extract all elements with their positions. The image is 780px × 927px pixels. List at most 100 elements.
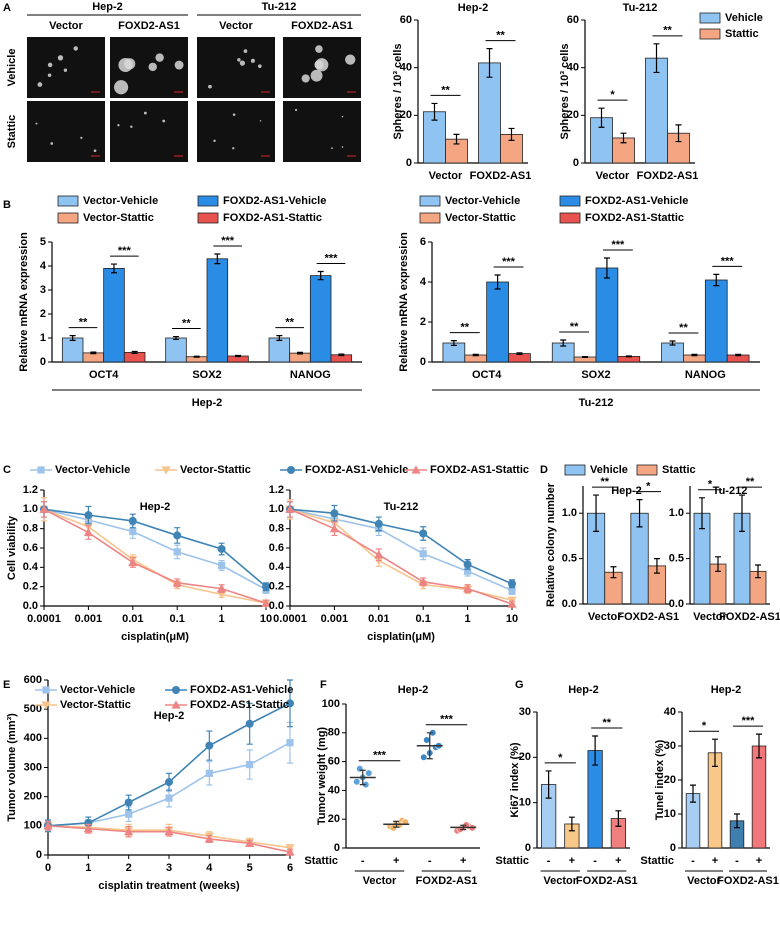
- error-bar: [582, 356, 589, 358]
- legend-label: FOXD2-AS1-Vehicle: [190, 684, 293, 696]
- x-axis-label: cisplatin(μM): [367, 631, 435, 643]
- significance-label: ***: [611, 239, 625, 251]
- y-axis-label: Cell viability: [6, 515, 18, 580]
- y-tick-label: 200: [24, 791, 42, 803]
- significance-label: **: [746, 476, 755, 488]
- y-tick-label: 3: [40, 284, 46, 296]
- chart-title: Tu-212: [713, 485, 748, 497]
- legend-label: Vector-Vehicle: [83, 195, 158, 207]
- y-tick-label: 500: [24, 703, 42, 715]
- sphere: [239, 60, 246, 66]
- y-tick-label: 0: [573, 157, 579, 169]
- data-point: [419, 550, 427, 558]
- error-bar: [193, 355, 200, 358]
- y-tick-label: 20: [664, 774, 676, 786]
- y-tick-label: 1.0: [669, 507, 684, 519]
- y-tick-label: 40: [567, 62, 579, 74]
- x-tick-label: FOXD2-AS1: [470, 170, 532, 182]
- y-tick-label: 20: [567, 109, 579, 121]
- column-label: FOXD2-AS1: [291, 20, 353, 32]
- legend-swatch: [699, 28, 721, 40]
- legend-swatch: [197, 212, 219, 224]
- data-point: [285, 504, 295, 513]
- y-tick-label: 0.5: [562, 553, 577, 565]
- x-tick-label: +: [756, 855, 762, 867]
- error-bar: [545, 770, 552, 799]
- error-bar: [610, 566, 617, 579]
- error-bar: [111, 263, 117, 274]
- sphere: [37, 82, 43, 87]
- micrograph: [110, 101, 188, 162]
- y-tick-label: 100: [322, 698, 340, 710]
- sphere: [310, 69, 323, 82]
- legend-label: FOXD2-AS1-Vehicle: [223, 195, 326, 207]
- significance-label: ***: [325, 252, 339, 264]
- x-tick-label: +: [569, 855, 575, 867]
- y-tick-label: 0.5: [669, 553, 684, 565]
- significance-label: *: [702, 720, 707, 732]
- y-tick-label: 0.2: [269, 581, 284, 593]
- error-bar: [317, 270, 324, 281]
- panel-label: F: [320, 679, 327, 691]
- bar: [103, 267, 125, 363]
- y-tick-label: 20: [519, 751, 531, 763]
- data-point: [165, 794, 173, 802]
- panel-label: G: [515, 679, 524, 691]
- legend-swatch: [419, 195, 441, 207]
- y-tick-label: 0.4: [269, 561, 285, 573]
- data-point: [129, 527, 137, 536]
- legend-label: FOXD2-AS1-Stattic: [430, 464, 529, 476]
- error-bar: [173, 335, 179, 341]
- data-point: [262, 582, 270, 591]
- significance-label: *: [708, 479, 713, 491]
- data-point: [329, 524, 339, 533]
- cell-line-header: Tu-212: [262, 1, 297, 13]
- sphere: [243, 49, 248, 53]
- significance-label: ***: [440, 714, 454, 726]
- legend-label: Vehicle: [590, 464, 628, 476]
- data-point: [83, 527, 93, 537]
- data-point: [418, 577, 428, 586]
- y-axis-label: Ki67 index (%): [509, 742, 521, 818]
- data-point: [84, 511, 93, 520]
- row-label: Stattic: [304, 855, 338, 867]
- sphere: [345, 54, 356, 65]
- data-point: [286, 699, 294, 708]
- significance-label: **: [285, 317, 294, 329]
- legend-marker: [37, 466, 45, 474]
- x-tick-label: FOXD2-AS1: [617, 611, 679, 623]
- data-point: [463, 560, 472, 569]
- legend-swatch: [197, 195, 219, 207]
- significance-label: **: [441, 84, 450, 96]
- error-bar: [756, 733, 762, 759]
- y-tick-label: 0.4: [23, 561, 39, 573]
- sphere: [294, 108, 298, 112]
- x-tick-label: 3: [166, 862, 172, 874]
- legend-label: Vehicle: [725, 12, 763, 24]
- error-bar: [516, 352, 523, 355]
- x-tick-label: 1: [465, 613, 471, 625]
- group-label: Vector: [687, 875, 721, 887]
- row-label: Stattic: [6, 115, 18, 149]
- y-axis-label: Tumor volume (mm³): [6, 713, 18, 822]
- y-tick-label: 60: [567, 14, 579, 26]
- x-tick-label: NANOG: [685, 369, 726, 381]
- chart-title: Hep-2: [568, 684, 599, 696]
- x-tick-label: OCT4: [472, 369, 502, 381]
- bar: [478, 62, 501, 164]
- error-bar: [460, 824, 467, 831]
- bar: [82, 352, 105, 363]
- data-point: [43, 821, 53, 830]
- x-tick-label: OCT4: [89, 369, 119, 381]
- error-bar: [625, 355, 632, 358]
- y-tick-label: 80: [328, 727, 340, 739]
- y-tick-label: 1.0: [269, 503, 284, 515]
- legend-swatch: [636, 464, 658, 476]
- y-tick-label: 1.0: [23, 503, 38, 515]
- bar: [486, 281, 509, 363]
- sphere: [50, 142, 54, 145]
- panel-label: C: [3, 464, 11, 476]
- data-point: [261, 598, 271, 607]
- error-bar: [739, 494, 745, 532]
- sphere: [237, 58, 241, 62]
